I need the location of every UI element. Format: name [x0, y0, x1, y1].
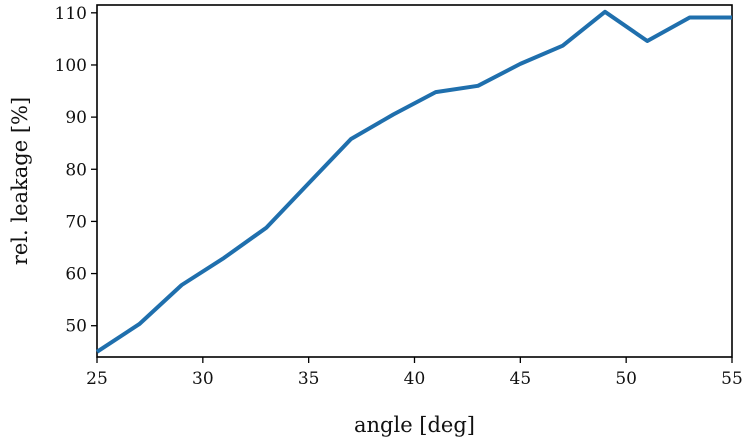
y-axis-label: rel. leakage [%]	[8, 97, 32, 265]
y-tick-label: 70	[65, 212, 87, 232]
x-axis-ticks: 25 30 35 40 45 50 55	[86, 357, 743, 389]
x-axis-label: angle [deg]	[354, 413, 475, 437]
series-layer	[95, 9, 732, 354]
x-tick-label: 30	[192, 369, 214, 389]
x-tick-label: 45	[510, 369, 532, 389]
y-tick-label: 90	[65, 108, 87, 128]
x-tick-label: 40	[404, 369, 426, 389]
x-tick-label: 25	[86, 369, 108, 389]
x-tick-label: 55	[721, 369, 743, 389]
y-tick-label: 50	[65, 317, 87, 337]
y-tick-label: 100	[55, 56, 87, 76]
x-tick-label: 50	[615, 369, 637, 389]
x-tick-label: 35	[298, 369, 320, 389]
plot-area-frame	[96, 4, 733, 358]
y-tick-label: 110	[55, 4, 87, 24]
series-line	[95, 9, 732, 354]
y-tick-label: 80	[65, 160, 87, 180]
y-tick-label: 60	[65, 265, 87, 285]
y-axis-ticks: 50 60 70 80 90 100 110	[55, 4, 97, 337]
